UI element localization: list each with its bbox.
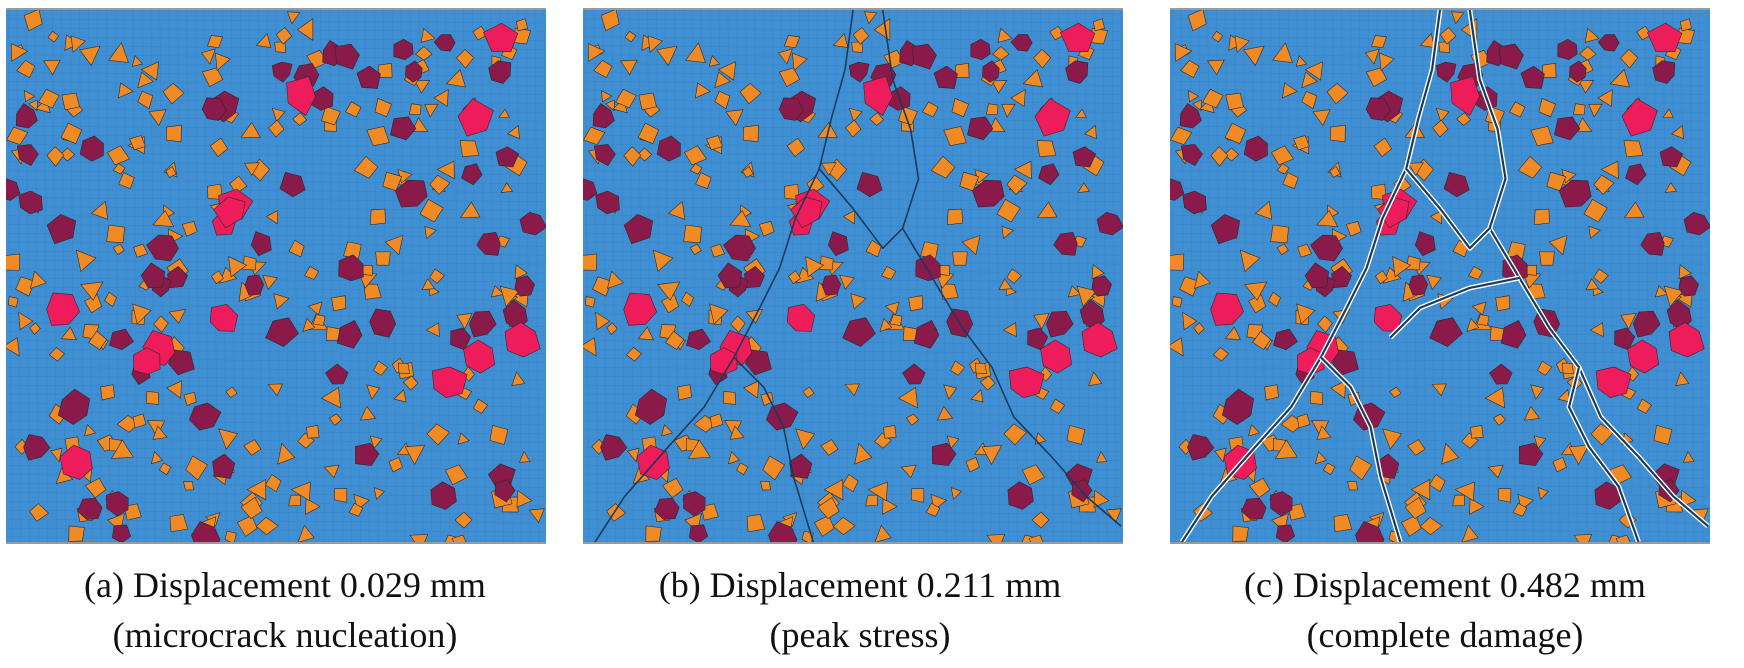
caption-a: (a) Displacement 0.029 mm (microcrack nu… bbox=[0, 560, 570, 660]
caption-a-line1: (a) Displacement 0.029 mm bbox=[84, 565, 486, 605]
caption-c: (c) Displacement 0.482 mm (complete dama… bbox=[1160, 560, 1730, 660]
caption-b-line2: (peak stress) bbox=[769, 615, 951, 655]
caption-a-line2: (microcrack nucleation) bbox=[112, 615, 458, 655]
mesoscale-panel-c bbox=[1170, 8, 1710, 544]
caption-b: (b) Displacement 0.211 mm (peak stress) bbox=[575, 560, 1145, 660]
mesoscale-panel-b bbox=[583, 8, 1123, 544]
caption-c-line1: (c) Displacement 0.482 mm bbox=[1244, 565, 1646, 605]
concrete-damage-render-b bbox=[583, 10, 1123, 542]
concrete-damage-render-c bbox=[1170, 10, 1710, 542]
caption-c-line2: (complete damage) bbox=[1306, 615, 1584, 655]
concrete-damage-render-a bbox=[6, 10, 546, 542]
mesoscale-panel-a bbox=[6, 8, 546, 544]
caption-b-line1: (b) Displacement 0.211 mm bbox=[658, 565, 1062, 605]
